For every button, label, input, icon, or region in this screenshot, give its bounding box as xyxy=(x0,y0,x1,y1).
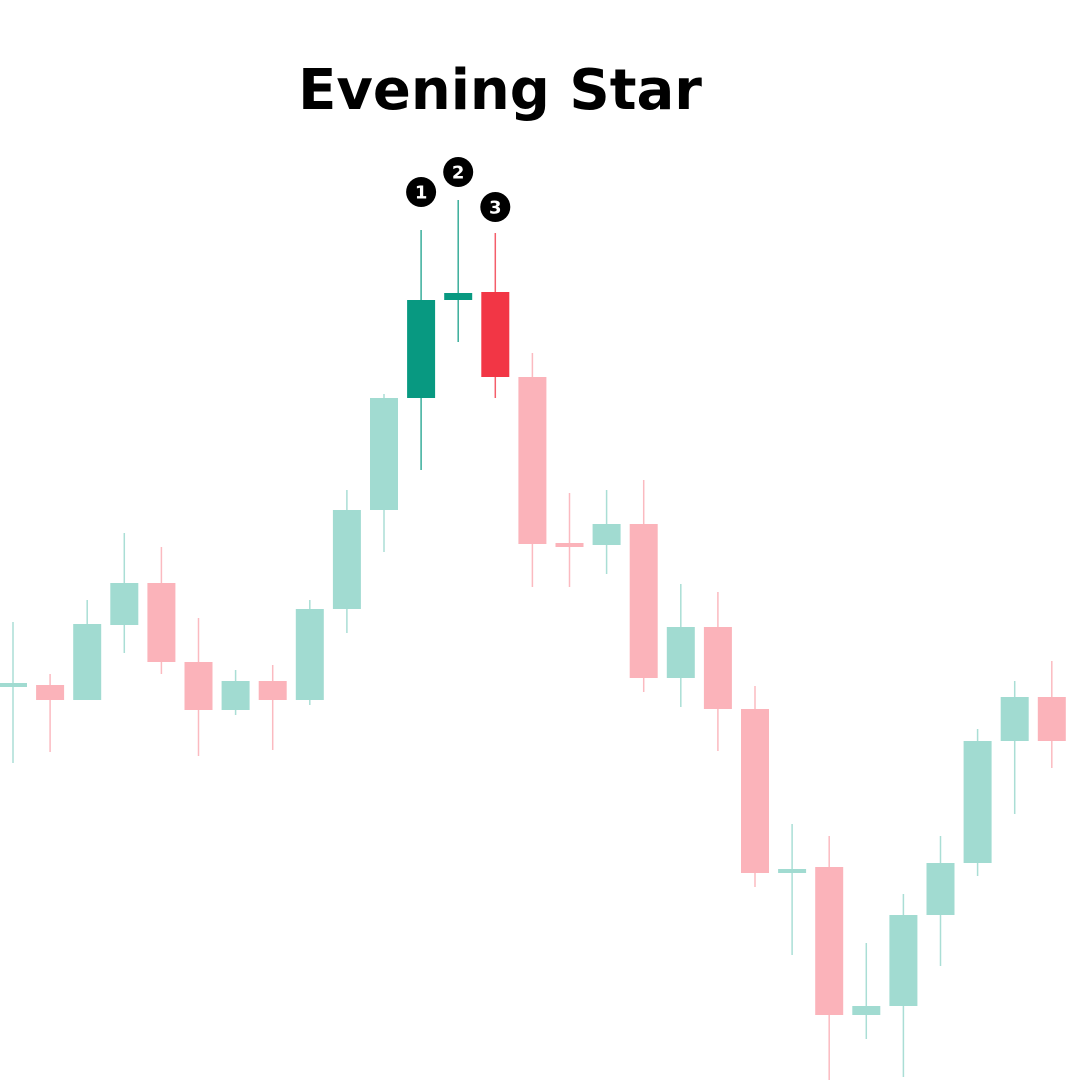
pattern-marker-2: 2 xyxy=(443,157,474,187)
candle-body-22 xyxy=(778,869,807,873)
candle-body-17 xyxy=(592,524,621,545)
candle-body-1 xyxy=(0,683,27,687)
marker-badge-2 xyxy=(443,157,474,187)
candle-body-25 xyxy=(889,915,918,1006)
marker-badge-3 xyxy=(480,192,511,222)
candle-body-20 xyxy=(703,627,732,709)
candle-body-26 xyxy=(926,863,955,915)
candle-body-7 xyxy=(221,681,250,710)
body-layer xyxy=(0,292,1066,1015)
marker-badge-1 xyxy=(406,177,437,207)
candle-body-13 xyxy=(444,293,473,300)
candle-body-24 xyxy=(852,1006,881,1015)
marker-label-3: 3 xyxy=(489,198,502,219)
candle-body-16 xyxy=(555,543,584,547)
candle-body-10 xyxy=(332,510,361,609)
candle-body-15 xyxy=(518,377,547,544)
candle-body-29 xyxy=(1037,697,1066,741)
candle-body-11 xyxy=(370,398,398,510)
candle-body-18 xyxy=(629,524,658,678)
pattern-marker-3: 3 xyxy=(480,192,511,222)
candle-body-9 xyxy=(295,609,324,700)
pattern-marker-1: 1 xyxy=(406,177,437,207)
marker-label-2: 2 xyxy=(452,163,465,184)
candle-body-14 xyxy=(481,292,510,377)
candle-body-6 xyxy=(184,662,213,710)
marker-label-1: 1 xyxy=(415,183,428,204)
candle-body-5 xyxy=(147,583,176,662)
candle-body-3 xyxy=(73,624,102,700)
candle-body-27 xyxy=(963,741,992,863)
candle-body-23 xyxy=(815,867,844,1015)
candle-body-21 xyxy=(741,709,769,873)
candle-body-28 xyxy=(1000,697,1029,741)
candle-body-19 xyxy=(666,627,695,678)
chart-title: Evening Star xyxy=(298,58,702,123)
marker-layer: 1 2 3 xyxy=(406,157,511,222)
candle-body-12 xyxy=(407,300,436,398)
candle-body-4 xyxy=(110,583,139,625)
candle-body-8 xyxy=(258,681,287,700)
candle-body-2 xyxy=(36,685,65,700)
